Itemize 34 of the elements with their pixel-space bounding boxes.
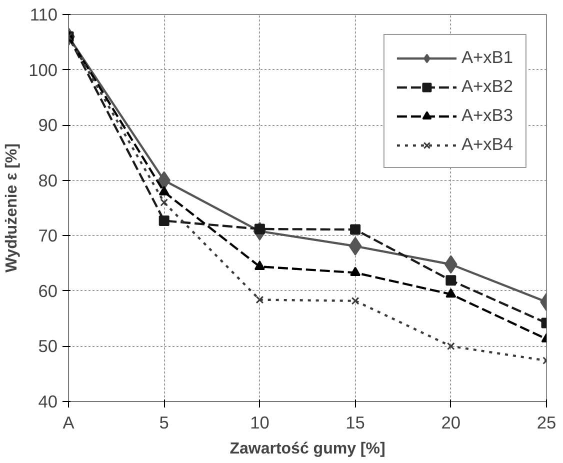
x-tick-label: 20 bbox=[441, 412, 461, 432]
x-tick-label: A bbox=[62, 412, 75, 432]
y-tick-label: 60 bbox=[38, 280, 58, 301]
x-tick-label: 25 bbox=[536, 412, 556, 432]
x-tick-label: 10 bbox=[250, 412, 270, 432]
point bbox=[446, 288, 456, 298]
x-axis-title: Zawartość gumy [%] bbox=[230, 440, 386, 458]
point bbox=[160, 198, 168, 206]
point bbox=[446, 275, 456, 286]
point bbox=[158, 186, 170, 196]
point bbox=[254, 260, 265, 270]
y-tick-label: 110 bbox=[30, 4, 58, 24]
point bbox=[350, 224, 361, 235]
point bbox=[444, 255, 458, 274]
legend-label: A+xB1 bbox=[461, 47, 513, 68]
point bbox=[351, 296, 360, 305]
point bbox=[348, 236, 362, 256]
y-tick-label: 40 bbox=[38, 392, 58, 412]
legend-label: A+xB4 bbox=[461, 134, 513, 155]
point bbox=[158, 215, 170, 226]
point bbox=[158, 171, 171, 190]
legend-label: A+xB2 bbox=[461, 76, 513, 97]
y-tick-label: 50 bbox=[38, 336, 58, 356]
point bbox=[446, 342, 455, 350]
x-tick-label: 15 bbox=[346, 412, 365, 432]
y-tick-label: 90 bbox=[38, 115, 58, 136]
y-tick-label: 80 bbox=[38, 170, 58, 190]
legend-label: A+xB3 bbox=[461, 105, 513, 126]
y-tick-label: 70 bbox=[38, 226, 58, 246]
y-tick-label: 100 bbox=[28, 60, 58, 80]
point bbox=[350, 266, 361, 276]
point bbox=[256, 296, 264, 304]
y-axis-title: Wydłużenie ε [%] bbox=[4, 143, 21, 273]
x-tick-label: 5 bbox=[159, 412, 169, 432]
